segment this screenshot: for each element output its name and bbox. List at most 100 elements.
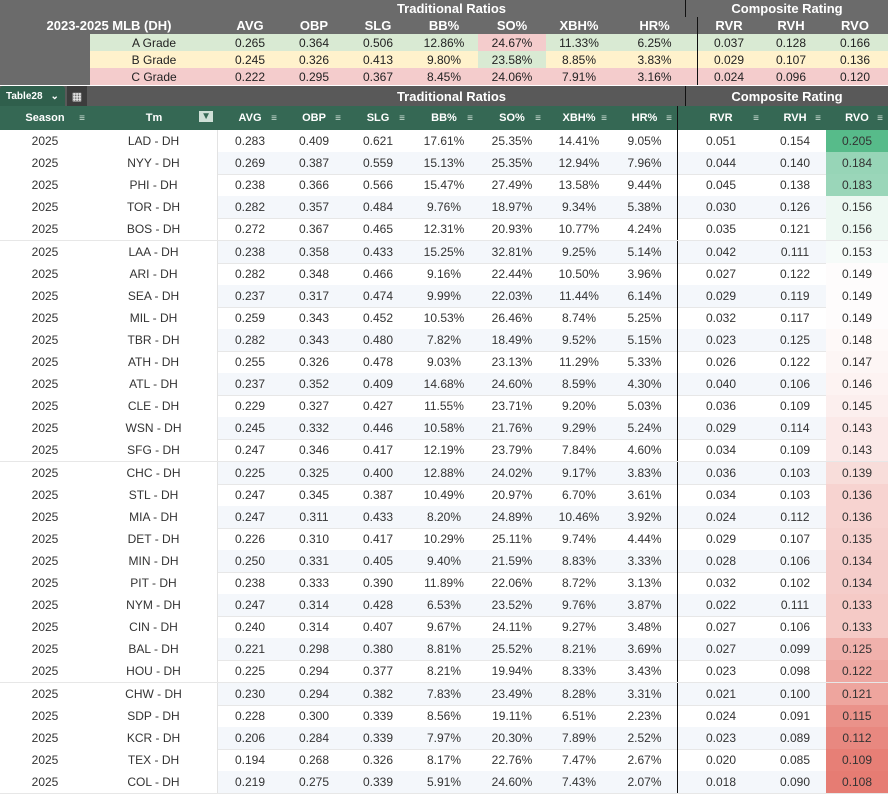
cell-rvh: 0.126 <box>779 200 811 215</box>
cell-rvh: 0.138 <box>779 178 811 193</box>
table-row[interactable]: 2025 NYY - DH 0.269 0.387 0.559 15.13% 25.35% 1… <box>0 152 888 176</box>
table-row[interactable]: 2025 HOU - DH 0.225 0.294 0.377 8.21% 19.94% 8.… <box>0 660 888 684</box>
cell-rvh: 0.102 <box>779 576 811 590</box>
cell-bb: 11.55% <box>424 399 464 414</box>
filter-lines-icon[interactable]: ≡ <box>79 113 85 124</box>
column-header-hr[interactable]: HR% ≡ <box>612 106 678 130</box>
table-row[interactable]: 2025 TOR - DH 0.282 0.357 0.484 9.76% 18.97% 9.… <box>0 196 888 220</box>
grade-value: 8.85% <box>561 52 597 67</box>
table-row[interactable]: 2025 SFG - DH 0.247 0.346 0.417 12.19% 23.79% 7… <box>0 439 888 463</box>
cell-rvh: 0.100 <box>779 686 811 701</box>
cell-slg: 0.452 <box>362 310 394 325</box>
table-row[interactable]: 2025 ATL - DH 0.237 0.352 0.409 14.68% 24.60% 8… <box>0 373 888 397</box>
column-header-slg[interactable]: SLG ≡ <box>346 106 410 130</box>
table-row[interactable]: 2025 PHI - DH 0.238 0.366 0.566 15.47% 27.49% 1… <box>0 174 888 198</box>
cell-hr: 3.33% <box>612 549 678 572</box>
cell-tm: BOS - DH <box>90 218 218 241</box>
table-row[interactable]: 2025 LAA - DH 0.238 0.358 0.433 15.25% 32.81% 9… <box>0 240 888 264</box>
cell-rvo: 0.115 <box>826 704 888 727</box>
filter-lines-icon[interactable]: ≡ <box>335 113 341 124</box>
column-header-season[interactable]: Season ≡ <box>0 106 90 130</box>
cell-slg: 0.326 <box>362 752 394 767</box>
table-row[interactable]: 2025 WSN - DH 0.245 0.332 0.446 10.58% 21.76% 9… <box>0 417 888 441</box>
cell-tm: DET - DH <box>90 527 218 550</box>
cell-season: 2025 <box>0 130 90 152</box>
table-row[interactable]: 2025 TBR - DH 0.282 0.343 0.480 7.82% 18.49% 9.… <box>0 328 888 352</box>
cell-rvh: 0.091 <box>779 708 811 723</box>
column-header-rvo[interactable]: RVO ≡ <box>826 106 888 130</box>
table-row[interactable]: 2025 BOS - DH 0.272 0.367 0.465 12.31% 20.93% 1… <box>0 218 888 242</box>
table-row[interactable]: 2025 PIT - DH 0.238 0.333 0.390 11.89% 22.06% 8… <box>0 572 888 595</box>
filter-lines-icon[interactable]: ≡ <box>877 113 883 124</box>
column-header-obp[interactable]: OBP ≡ <box>282 106 346 130</box>
table-row[interactable]: 2025 SDP - DH 0.228 0.300 0.339 8.56% 19.11% 6.… <box>0 704 888 728</box>
cell-rvh: 0.090 <box>779 774 811 789</box>
table-name-chip[interactable]: Table28 ⌄ <box>0 86 65 106</box>
table-tab[interactable]: Table28 ⌄ ▦ <box>0 86 95 106</box>
table-row[interactable]: 2025 MIN - DH 0.250 0.331 0.405 9.40% 21.59% 8.… <box>0 549 888 573</box>
column-header-tm[interactable]: Tm ▼ <box>90 106 218 130</box>
table-row[interactable]: 2025 TEX - DH 0.194 0.268 0.326 8.17% 22.76% 7.… <box>0 748 888 772</box>
cell-obp: 0.284 <box>298 730 330 745</box>
table-row[interactable]: 2025 MIL - DH 0.259 0.343 0.452 10.53% 26.46% 8… <box>0 306 888 330</box>
filter-lines-icon[interactable]: ≡ <box>467 113 473 124</box>
cell-rvh: 0.119 <box>780 288 810 303</box>
cell-xbh: 11.29% <box>559 355 599 369</box>
filter-lines-icon[interactable]: ≡ <box>601 113 607 124</box>
cell-so: 23.79% <box>491 443 533 458</box>
cell-obp: 0.409 <box>298 134 330 148</box>
table-row[interactable]: 2025 ARI - DH 0.282 0.348 0.466 9.16% 22.44% 10… <box>0 262 888 286</box>
filter-lines-icon[interactable]: ≡ <box>753 113 759 124</box>
table-row[interactable]: 2025 ATH - DH 0.255 0.326 0.478 9.03% 23.13% 11… <box>0 351 888 374</box>
column-header-rvr[interactable]: RVR ≡ <box>678 106 764 130</box>
cell-season: 2025 <box>0 284 90 307</box>
table-row[interactable]: 2025 KCR - DH 0.206 0.284 0.339 7.97% 20.30% 7.… <box>0 726 888 750</box>
table-row[interactable]: 2025 DET - DH 0.226 0.310 0.417 10.29% 25.11% 9… <box>0 527 888 551</box>
filter-funnel-icon[interactable]: ▼ <box>199 111 213 122</box>
table-row[interactable]: 2025 BAL - DH 0.221 0.298 0.380 8.81% 25.52% 8.… <box>0 638 888 662</box>
chevron-down-icon[interactable]: ⌄ <box>50 90 59 102</box>
cell-bb: 17.61% <box>423 134 465 148</box>
filter-lines-icon[interactable]: ≡ <box>666 113 672 124</box>
table-grid-icon[interactable]: ▦ <box>66 86 87 106</box>
table-row[interactable]: 2025 MIA - DH 0.247 0.311 0.433 8.20% 24.89% 10… <box>0 505 888 529</box>
cell-bb: 15.47% <box>423 178 465 193</box>
table-row[interactable]: 2025 CIN - DH 0.240 0.314 0.407 9.67% 24.11% 9.… <box>0 616 888 640</box>
cell-slg: 0.400 <box>362 465 394 480</box>
column-header-so[interactable]: SO% ≡ <box>478 106 546 130</box>
grade-value: 0.029 <box>713 52 745 67</box>
cell-season: 2025 <box>0 660 90 683</box>
table-row[interactable]: 2025 NYM - DH 0.247 0.314 0.428 6.53% 23.52% 9.… <box>0 594 888 618</box>
cell-rvr: 0.023 <box>705 664 737 679</box>
cell-bb: 10.53% <box>423 310 465 325</box>
table-row[interactable]: 2025 CHC - DH 0.225 0.325 0.400 12.88% 24.02% 9… <box>0 461 888 485</box>
cell-rvh: 0.098 <box>779 664 811 679</box>
cell-slg: 0.446 <box>362 421 394 436</box>
table-row[interactable]: 2025 STL - DH 0.247 0.345 0.387 10.49% 20.97% 6… <box>0 483 888 507</box>
table-row[interactable]: 2025 CLE - DH 0.229 0.327 0.427 11.55% 23.71% 9… <box>0 395 888 419</box>
cell-rvo: 0.205 <box>826 130 888 152</box>
cell-slg: 0.380 <box>362 642 394 657</box>
table-row[interactable]: 2025 COL - DH 0.219 0.275 0.339 5.91% 24.60% 7.… <box>0 770 888 794</box>
grade-value: 0.326 <box>298 52 330 67</box>
table-row[interactable]: 2025 CHW - DH 0.230 0.294 0.382 7.83% 23.49% 8.… <box>0 682 888 706</box>
table-row[interactable]: 2025 SEA - DH 0.237 0.317 0.474 9.99% 22.03% 11… <box>0 284 888 308</box>
filter-lines-icon[interactable]: ≡ <box>399 113 405 124</box>
column-header-rvh[interactable]: RVH ≡ <box>764 106 826 130</box>
cell-so: 24.89% <box>491 509 533 524</box>
cell-obp: 0.331 <box>298 553 330 568</box>
filter-lines-icon[interactable]: ≡ <box>271 113 277 124</box>
cell-slg: 0.339 <box>362 730 394 745</box>
cell-avg: 0.229 <box>234 399 266 414</box>
column-header-xbh[interactable]: XBH% ≡ <box>546 106 612 130</box>
column-header-avg[interactable]: AVG ≡ <box>218 106 282 130</box>
table-row[interactable]: 2025 LAD - DH 0.283 0.409 0.621 17.61% 25.35% 1… <box>0 130 888 153</box>
cell-avg: 0.245 <box>234 421 266 436</box>
column-header-bb[interactable]: BB% ≡ <box>410 106 478 130</box>
cell-tm: ARI - DH <box>90 262 218 285</box>
cell-season: 2025 <box>0 461 90 484</box>
filter-lines-icon[interactable]: ≡ <box>535 113 541 124</box>
cell-rvr: 0.036 <box>705 399 737 414</box>
cell-rvr: 0.027 <box>705 620 737 635</box>
filter-lines-icon[interactable]: ≡ <box>815 113 821 124</box>
